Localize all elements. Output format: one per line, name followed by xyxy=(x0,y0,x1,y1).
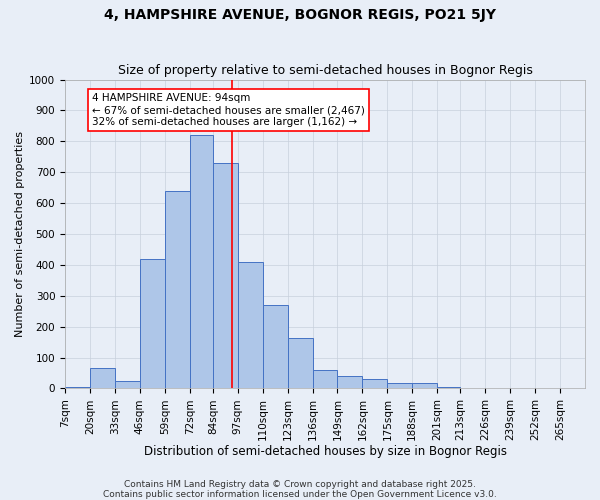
Bar xyxy=(287,338,313,388)
Bar xyxy=(90,368,115,388)
Bar xyxy=(362,379,388,388)
Bar xyxy=(165,191,190,388)
Bar xyxy=(313,370,337,388)
Bar xyxy=(238,262,263,388)
Bar xyxy=(115,381,140,388)
Y-axis label: Number of semi-detached properties: Number of semi-detached properties xyxy=(15,131,25,337)
X-axis label: Distribution of semi-detached houses by size in Bognor Regis: Distribution of semi-detached houses by … xyxy=(143,444,506,458)
Bar xyxy=(412,383,437,388)
Bar xyxy=(263,305,287,388)
Bar xyxy=(388,383,412,388)
Text: Contains HM Land Registry data © Crown copyright and database right 2025.
Contai: Contains HM Land Registry data © Crown c… xyxy=(103,480,497,499)
Text: 4, HAMPSHIRE AVENUE, BOGNOR REGIS, PO21 5JY: 4, HAMPSHIRE AVENUE, BOGNOR REGIS, PO21 … xyxy=(104,8,496,22)
Bar xyxy=(437,387,460,388)
Title: Size of property relative to semi-detached houses in Bognor Regis: Size of property relative to semi-detach… xyxy=(118,64,532,77)
Bar xyxy=(190,135,213,388)
Bar xyxy=(140,258,165,388)
Bar xyxy=(213,163,238,388)
Bar xyxy=(337,376,362,388)
Text: 4 HAMPSHIRE AVENUE: 94sqm
← 67% of semi-detached houses are smaller (2,467)
32% : 4 HAMPSHIRE AVENUE: 94sqm ← 67% of semi-… xyxy=(92,94,365,126)
Bar xyxy=(65,387,90,388)
